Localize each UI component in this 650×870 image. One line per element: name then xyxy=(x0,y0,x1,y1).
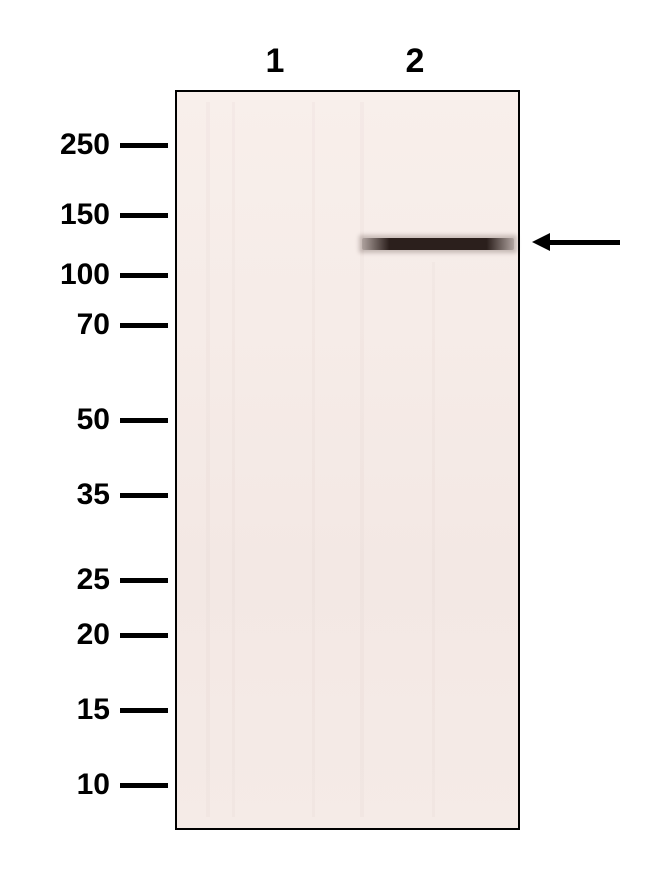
band-arrow xyxy=(532,233,620,251)
marker-tick-50 xyxy=(120,418,168,423)
marker-tick-25 xyxy=(120,578,168,583)
marker-tick-100 xyxy=(120,273,168,278)
blot-background xyxy=(177,92,518,828)
streak-2 xyxy=(312,102,315,817)
marker-label-10: 10 xyxy=(77,768,110,802)
streak-4 xyxy=(432,262,435,817)
marker-label-100: 100 xyxy=(60,258,110,292)
marker-tick-20 xyxy=(120,633,168,638)
marker-label-150: 150 xyxy=(60,198,110,232)
streak-1 xyxy=(232,102,235,817)
arrow-shaft xyxy=(550,240,620,245)
marker-label-15: 15 xyxy=(77,693,110,727)
marker-label-50: 50 xyxy=(77,403,110,437)
marker-tick-35 xyxy=(120,493,168,498)
streak-0 xyxy=(206,102,210,817)
marker-tick-150 xyxy=(120,213,168,218)
marker-label-20: 20 xyxy=(77,618,110,652)
marker-label-250: 250 xyxy=(60,128,110,162)
marker-tick-15 xyxy=(120,708,168,713)
figure-container: 1 2 250 150 100 70 50 35 25 20 15 10 xyxy=(0,0,650,870)
lane-label-2: 2 xyxy=(395,42,435,81)
marker-tick-10 xyxy=(120,783,168,788)
marker-tick-70 xyxy=(120,323,168,328)
blot-membrane xyxy=(175,90,520,830)
lane-label-1: 1 xyxy=(255,42,295,81)
marker-tick-250 xyxy=(120,143,168,148)
streak-3 xyxy=(360,102,364,817)
marker-label-25: 25 xyxy=(77,563,110,597)
arrow-head-icon xyxy=(532,233,550,251)
detected-band xyxy=(362,238,514,250)
marker-label-35: 35 xyxy=(77,478,110,512)
marker-label-70: 70 xyxy=(77,308,110,342)
